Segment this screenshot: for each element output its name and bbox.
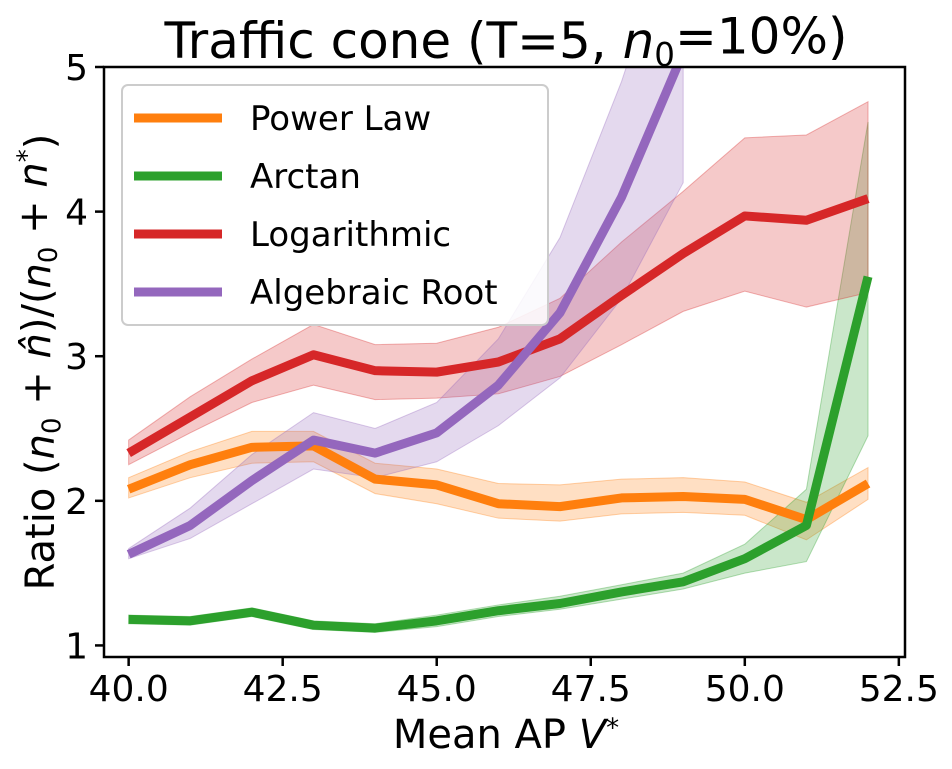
y-tick-label: 4 xyxy=(65,193,88,234)
x-tick-label: 50.0 xyxy=(705,669,785,710)
x-axis-label: Mean AP V* xyxy=(393,712,619,758)
x-tick-label: 42.5 xyxy=(243,669,323,710)
chart-title: Traffic cone (T=5, n0​=10%) xyxy=(163,8,847,75)
legend-box xyxy=(121,84,549,326)
plot-frame xyxy=(102,65,907,659)
x-tick-label: 52.5 xyxy=(859,669,939,710)
x-tick-label: 45.0 xyxy=(397,669,477,710)
x-axis: 40.0 42.5 45.0 47.5 50.0 52.5 xyxy=(89,657,939,710)
band-power-law xyxy=(128,430,869,541)
series-lines xyxy=(126,67,873,633)
y-tick-label: 3 xyxy=(65,337,88,378)
legend-label-power-law: Power Law xyxy=(250,99,431,139)
x-tick-label: 47.5 xyxy=(551,669,631,710)
series-logarithmic xyxy=(126,194,870,457)
y-tick-label: 2 xyxy=(65,482,88,523)
legend-label-arctan: Arctan xyxy=(250,157,361,197)
series-power-law xyxy=(126,441,871,525)
y-axis: 1 2 3 4 5 xyxy=(65,48,104,667)
x-tick-label: 40.0 xyxy=(89,669,169,710)
series-algebraic-root xyxy=(126,67,682,559)
band-algebraic-root xyxy=(128,67,684,560)
series-arctan xyxy=(128,275,873,633)
y-axis-label: Ratio (n0​ + n̂)/(n0​ + n*​) xyxy=(11,134,68,591)
legend-label-algebraic-root: Algebraic Root xyxy=(250,273,498,313)
legend: Power Law Arctan Logarithmic Algebraic Root xyxy=(121,84,549,326)
y-tick-label: 5 xyxy=(65,48,88,89)
y-tick-label: 1 xyxy=(65,626,88,667)
confidence-bands xyxy=(128,67,869,633)
legend-label-logarithmic: Logarithmic xyxy=(250,215,451,255)
